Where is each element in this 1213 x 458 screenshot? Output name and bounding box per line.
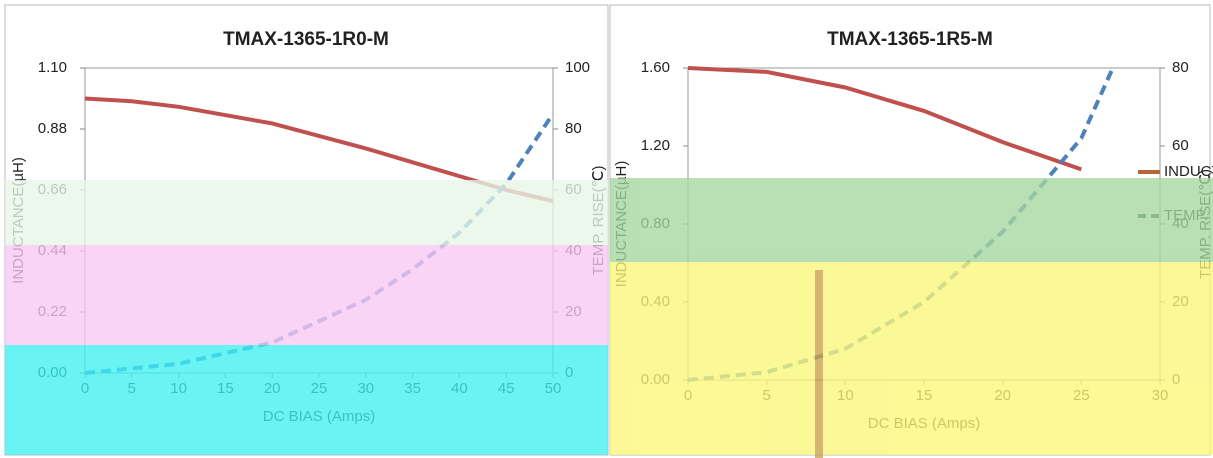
y-tick-label: 1.20 — [641, 137, 670, 154]
y-tick-label: 1.10 — [38, 59, 67, 76]
series-line — [687, 67, 1115, 382]
y-tick-label: 1.60 — [641, 59, 670, 76]
y-tick-label: 0.88 — [38, 120, 67, 137]
y2-tick-label: 60 — [1172, 137, 1189, 154]
y2-tick-label: 80 — [565, 120, 582, 137]
series-line — [687, 66, 1082, 172]
y2-tick-label: 80 — [1172, 59, 1189, 76]
chart-title: TMAX-1365-1R5-M — [827, 29, 993, 50]
y2-tick-label: 100 — [565, 59, 590, 76]
legend-label: INDUCTANCE(µH) — [1164, 163, 1213, 180]
chart-title: TMAX-1365-1R0-M — [223, 29, 389, 50]
glitch-overlay — [5, 178, 1213, 458]
